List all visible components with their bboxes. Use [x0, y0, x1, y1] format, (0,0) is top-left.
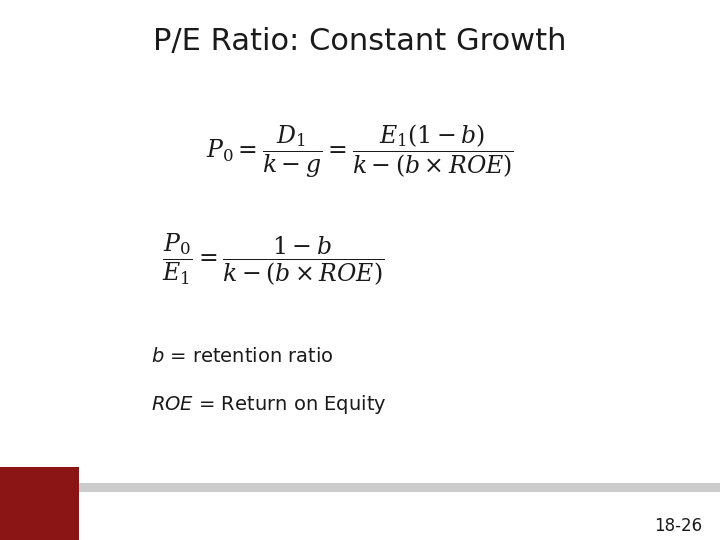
Text: $\dfrac{P_0}{E_1} = \dfrac{1 - b}{k - (b \times ROE)}$: $\dfrac{P_0}{E_1} = \dfrac{1 - b}{k - (b… — [163, 231, 384, 287]
Bar — [0, 483, 720, 492]
Bar — [0, 467, 79, 540]
Text: P/E Ratio: Constant Growth: P/E Ratio: Constant Growth — [153, 27, 567, 56]
Text: 18-26: 18-26 — [654, 517, 702, 535]
Text: $\it{ROE}$ = Return on Equity: $\it{ROE}$ = Return on Equity — [151, 394, 387, 416]
Text: $P_0 = \dfrac{D_1}{k - g} = \dfrac{E_1(1 - b)}{k - (b \times ROE)}$: $P_0 = \dfrac{D_1}{k - g} = \dfrac{E_1(1… — [206, 123, 514, 180]
Text: $b$ = retention ratio: $b$ = retention ratio — [151, 347, 334, 366]
